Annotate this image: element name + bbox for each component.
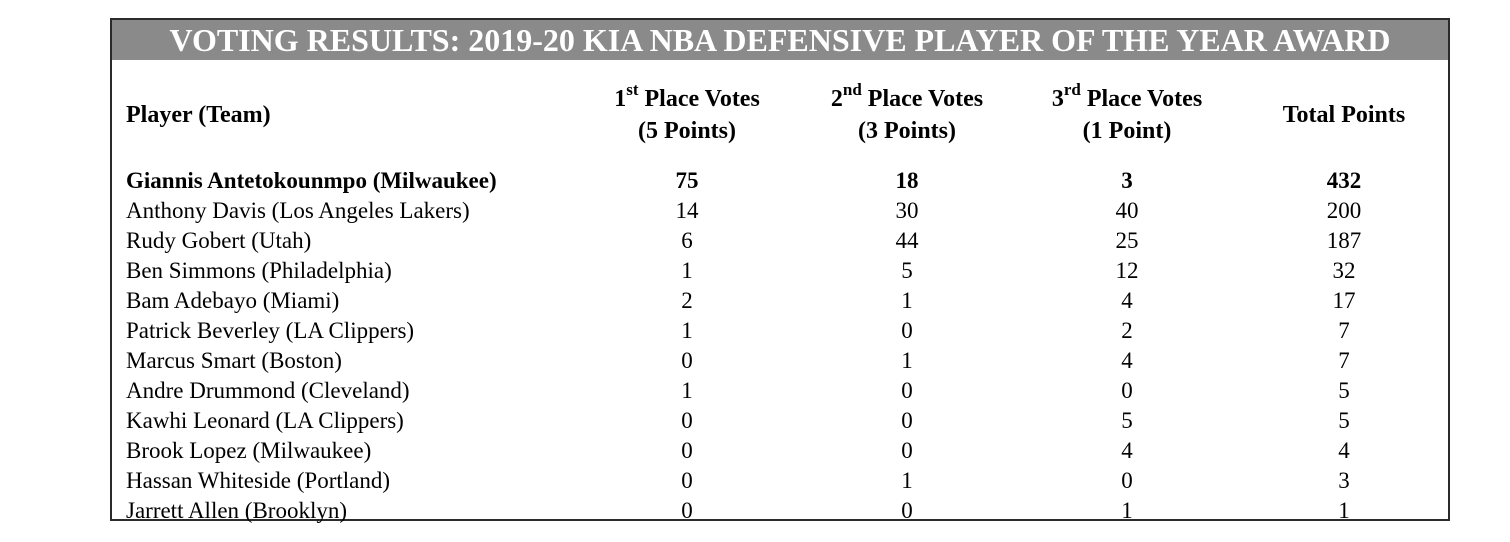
third-votes-cell: 1 [1121,498,1133,523]
third-votes-cell: 0 [1121,468,1133,493]
header-player-team: Player (Team) [126,60,546,170]
header-second-ordinal: 2 [830,86,843,112]
third-votes-cell: 5 [1121,408,1133,433]
third-votes-cell: 4 [1121,348,1133,373]
first-votes-cell: 75 [675,168,699,193]
second-votes-cell: 1 [901,288,913,313]
total-points-cell: 3 [1338,468,1350,493]
header-third-points: (1 Point) [1082,118,1172,144]
total-points-cell: 5 [1338,378,1350,403]
total-points-cell: 32 [1332,258,1356,283]
third-votes-cell: 25 [1115,228,1139,253]
third-votes-cell: 40 [1115,198,1139,223]
second-votes-cell: 0 [901,498,913,523]
first-votes-cell: 1 [681,318,693,343]
table-row: Jarrett Allen (Brooklyn) 0 0 1 1 [112,496,1448,526]
total-points-cell: 5 [1338,408,1350,433]
header-second-suffix: nd [842,80,862,99]
second-votes-cell: 0 [901,318,913,343]
player-cell: Anthony Davis (Los Angeles Lakers) [126,198,470,223]
total-points-cell: 432 [1326,168,1362,193]
header-first-label: 1st Place Votes [614,80,760,115]
third-votes-cell: 4 [1121,438,1133,463]
total-points-cell: 4 [1338,438,1350,463]
header-second-place-votes: 2nd Place Votes (3 Points) [802,60,1012,170]
first-votes-cell: 6 [681,228,693,253]
table-row: Bam Adebayo (Miami) 2 1 4 17 [112,286,1448,316]
second-votes-cell: 1 [901,348,913,373]
table-row: Giannis Antetokounmpo (Milwaukee) 75 18 … [112,166,1448,196]
header-first-ordinal: 1 [614,86,627,112]
second-votes-cell: 18 [895,168,919,193]
header-third-text: Place Votes [1080,86,1203,112]
total-points-cell: 7 [1338,348,1350,373]
player-cell: Kawhi Leonard (LA Clippers) [126,408,404,433]
table-row: Marcus Smart (Boston) 0 1 4 7 [112,346,1448,376]
total-points-cell: 1 [1338,498,1350,523]
first-votes-cell: 0 [681,468,693,493]
header-third-ordinal: 3 [1051,86,1064,112]
player-cell: Patrick Beverley (LA Clippers) [126,318,415,343]
second-votes-cell: 44 [895,228,919,253]
header-third-place-votes: 3rd Place Votes (1 Point) [1022,60,1232,170]
table-header: Player (Team) 1st Place Votes (5 Points)… [112,60,1448,170]
table-row: Ben Simmons (Philadelphia) 1 5 12 32 [112,256,1448,286]
total-points-cell: 7 [1338,318,1350,343]
player-cell: Andre Drummond (Cleveland) [126,378,410,403]
first-votes-cell: 1 [681,378,693,403]
first-votes-cell: 14 [675,198,699,223]
table-title: VOTING RESULTS: 2019-20 KIA NBA DEFENSIV… [112,20,1448,60]
player-cell: Ben Simmons (Philadelphia) [126,258,392,283]
table-row: Anthony Davis (Los Angeles Lakers) 14 30… [112,196,1448,226]
second-votes-cell: 5 [901,258,913,283]
total-points-cell: 17 [1332,288,1356,313]
third-votes-cell: 4 [1121,288,1133,313]
player-cell: Rudy Gobert (Utah) [126,228,312,253]
second-votes-cell: 30 [895,198,919,223]
header-total-label: Total Points [1282,102,1406,128]
first-votes-cell: 0 [681,408,693,433]
table-body: Giannis Antetokounmpo (Milwaukee) 75 18 … [112,166,1448,526]
first-votes-cell: 1 [681,258,693,283]
third-votes-cell: 3 [1121,168,1133,193]
second-votes-cell: 0 [901,378,913,403]
table-row: Andre Drummond (Cleveland) 1 0 0 5 [112,376,1448,406]
third-votes-cell: 12 [1115,258,1139,283]
header-third-suffix: rd [1063,80,1081,99]
header-second-points: (3 Points) [858,118,956,144]
first-votes-cell: 0 [681,348,693,373]
second-votes-cell: 1 [901,468,913,493]
player-cell: Marcus Smart (Boston) [126,348,342,373]
player-cell: Brook Lopez (Milwaukee) [126,438,372,463]
results-table: VOTING RESULTS: 2019-20 KIA NBA DEFENSIV… [110,18,1450,523]
third-votes-cell: 0 [1121,378,1133,403]
total-points-cell: 187 [1326,228,1362,253]
player-cell: Jarrett Allen (Brooklyn) [126,498,348,523]
header-second-label: 2nd Place Votes [830,80,984,115]
header-third-label: 3rd Place Votes [1051,80,1203,115]
header-total-points: Total Points [1242,60,1446,170]
table-row: Rudy Gobert (Utah) 6 44 25 187 [112,226,1448,256]
first-votes-cell: 2 [681,288,693,313]
header-first-points: (5 Points) [638,118,736,144]
total-points-cell: 200 [1326,198,1362,223]
second-votes-cell: 0 [901,408,913,433]
player-cell: Giannis Antetokounmpo (Milwaukee) [126,168,497,193]
table-row: Hassan Whiteside (Portland) 0 1 0 3 [112,466,1448,496]
first-votes-cell: 0 [681,498,693,523]
second-votes-cell: 0 [901,438,913,463]
table-row: Kawhi Leonard (LA Clippers) 0 0 5 5 [112,406,1448,436]
table-row: Brook Lopez (Milwaukee) 0 0 4 4 [112,436,1448,466]
header-first-place-votes: 1st Place Votes (5 Points) [582,60,792,170]
player-cell: Hassan Whiteside (Portland) [126,468,391,493]
header-first-suffix: st [626,80,639,99]
third-votes-cell: 2 [1121,318,1133,343]
header-player-label: Player (Team) [126,102,271,128]
first-votes-cell: 0 [681,438,693,463]
header-first-text: Place Votes [638,86,760,112]
header-second-text: Place Votes [861,86,984,112]
player-cell: Bam Adebayo (Miami) [126,288,340,313]
table-row: Patrick Beverley (LA Clippers) 1 0 2 7 [112,316,1448,346]
